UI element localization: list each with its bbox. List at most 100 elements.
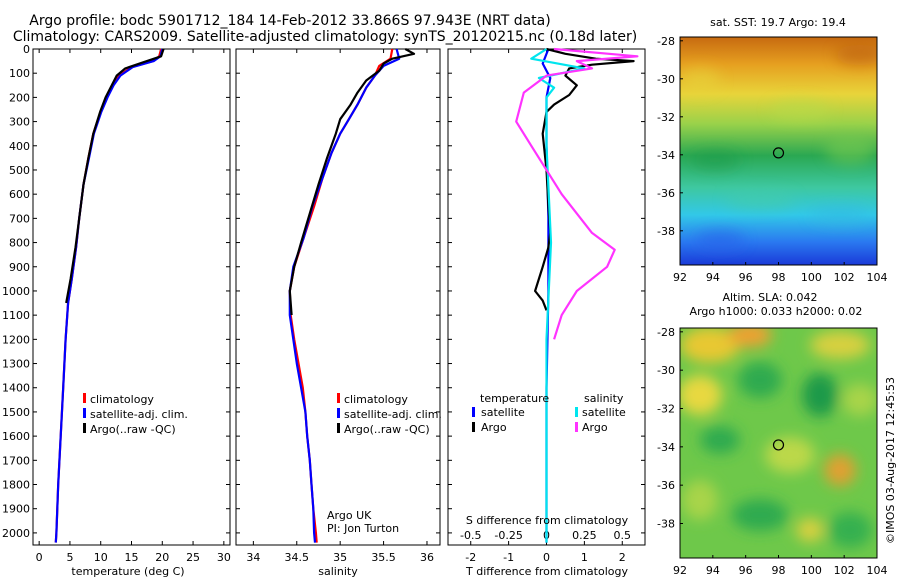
sla-map-image <box>680 328 877 558</box>
y-tick-label: -28 <box>657 35 675 48</box>
x-tick-label: 98 <box>772 564 786 577</box>
salinity-chart: 34 34.5 35 35.5 36 <box>236 48 440 564</box>
x-tick-label: 96 <box>739 564 753 577</box>
legend-swatch-climatology <box>83 393 86 403</box>
y-tick-label: 1500 <box>2 406 30 419</box>
y-tick-label: 1200 <box>2 333 30 346</box>
legend-label-t-satellite: satellite <box>481 406 525 419</box>
legend-swatch-climatology <box>337 393 340 403</box>
y-tick-label: 1100 <box>2 309 30 322</box>
header-title-line2: Climatology: CARS2009. Satellite-adjuste… <box>13 29 637 45</box>
x-tick-label: 96 <box>739 271 753 284</box>
salinity-xlabel: salinity <box>318 565 358 578</box>
x-tick-label: 25 <box>186 551 200 564</box>
legend-swatch-s-argo <box>575 422 578 432</box>
x-tick-label: 35 <box>333 551 347 564</box>
x-tick-label-salinity: 0.25 <box>572 529 597 542</box>
x-tick-label: 102 <box>834 564 855 577</box>
x-tick-label: -2 <box>465 551 476 564</box>
legend-label-climatology: climatology <box>90 393 154 406</box>
y-tick-label: -36 <box>657 479 675 492</box>
sla-map-title-line1: Altim. SLA: 0.042 <box>722 291 817 304</box>
y-tick-label: 700 <box>9 212 30 225</box>
temperature-legend: climatology satellite-adj. clim. Argo(..… <box>83 393 188 436</box>
x-tick-label: 2 <box>619 551 626 564</box>
x-tick-label: 0 <box>543 551 550 564</box>
x-tick-label: 34 <box>246 551 260 564</box>
legend-label-argo: Argo(..raw -QC) <box>344 423 430 436</box>
x-tick-label: 30 <box>217 551 231 564</box>
y-tick-label: 100 <box>9 67 30 80</box>
legend-label-s-argo: Argo <box>582 421 608 434</box>
difference-xlabel: T difference from climatology <box>465 565 628 578</box>
y-tick-label: 1000 <box>2 285 30 298</box>
legend-label-t-argo: Argo <box>481 421 507 434</box>
legend-label-s-satellite: satellite <box>582 406 626 419</box>
y-tick-label: 400 <box>9 140 30 153</box>
legend-swatch-t-argo <box>472 422 475 432</box>
x-tick-label: 92 <box>673 271 687 284</box>
legend-swatch-s-satellite <box>575 407 578 417</box>
y-tick-label: -34 <box>657 441 675 454</box>
legend-title-temperature: temperature <box>480 392 549 405</box>
series-line-s-satellite <box>530 48 586 543</box>
x-tick-label: 102 <box>834 271 855 284</box>
y-tick-label: -36 <box>657 187 675 200</box>
series-line-climatology <box>54 48 163 543</box>
y-tick-label: 600 <box>9 188 30 201</box>
y-tick-label: -32 <box>657 111 675 124</box>
x-tick-label: 10 <box>94 551 108 564</box>
x-tick-label: 92 <box>673 564 687 577</box>
x-tick-label: 36 <box>420 551 434 564</box>
x-tick-label-salinity: 0.5 <box>614 529 632 542</box>
difference-xlabel-top: S difference from climatology <box>466 514 629 527</box>
x-tick-label: 15 <box>125 551 139 564</box>
temperature-axes-frame <box>32 48 231 546</box>
x-tick-label: 34.5 <box>285 551 310 564</box>
y-tick-label: -34 <box>657 149 675 162</box>
x-tick-label: 5 <box>66 551 73 564</box>
sst-map-title: sat. SST: 19.7 Argo: 19.4 <box>710 16 846 29</box>
annotation-argo-uk: Argo UK <box>327 509 372 522</box>
y-tick-label: 0 <box>23 43 30 56</box>
x-tick-label: 20 <box>155 551 169 564</box>
x-tick-label: 1 <box>581 551 588 564</box>
series-line-t-argo <box>533 47 635 311</box>
x-tick-label: 98 <box>772 271 786 284</box>
legend-swatch-satellite <box>337 408 340 418</box>
legend-label-satellite: satellite-adj. clim. <box>90 408 188 421</box>
salinity-legend: climatology satellite-adj. clim. Argo(..… <box>327 393 442 535</box>
x-tick-label: 100 <box>801 564 822 577</box>
y-tick-label: 1800 <box>2 479 30 492</box>
series-line-climatology <box>288 48 394 543</box>
y-tick-label: 1600 <box>2 430 30 443</box>
legend-swatch-satellite <box>83 408 86 418</box>
watermark: ©IMOS 03-Aug-2017 12:45:53 <box>884 377 897 544</box>
series-line-s-argo <box>515 47 639 340</box>
x-tick-label: 94 <box>706 271 720 284</box>
argo-location-marker <box>772 147 785 159</box>
x-tick-label: 35.5 <box>371 551 396 564</box>
annotation-pi: PI: Jon Turton <box>327 522 399 535</box>
legend-label-argo: Argo(..raw -QC) <box>90 423 176 436</box>
x-tick-label-salinity: -0.25 <box>494 529 522 542</box>
y-tick-label: 200 <box>9 91 30 104</box>
x-tick-label-salinity: -0.5 <box>460 529 481 542</box>
legend-title-salinity: salinity <box>584 392 624 405</box>
series-line-argo-raw-qc- <box>65 48 165 304</box>
legend-swatch-t-satellite <box>472 407 475 417</box>
sst-map-axes: 92 94 96 98 100 102 104 -28 -30 -32 -34 -36 -38 <box>657 35 887 284</box>
sst-map-image <box>680 37 877 265</box>
y-tick-label: -30 <box>657 364 675 377</box>
y-tick-label: 1900 <box>2 503 30 516</box>
sla-map-title-line2: Argo h1000: 0.033 h2000: 0.02 <box>690 305 863 318</box>
sla-map-axes: 92 94 96 98 100 102 104 -28 -30 -32 -34 -36 -38 <box>657 326 887 577</box>
header-title-line1: Argo profile: bodc 5901712_184 14-Feb-20… <box>29 13 550 29</box>
difference-chart: -2 -1 0 1 2-0.5 -0.25 0 0.25 0.5 <box>448 47 645 564</box>
y-tick-label: 900 <box>9 261 30 274</box>
legend-label-satellite: satellite-adj. clim. <box>344 408 442 421</box>
x-tick-label: -1 <box>503 551 514 564</box>
y-tick-label: 500 <box>9 164 30 177</box>
legend-swatch-argo <box>337 423 340 433</box>
